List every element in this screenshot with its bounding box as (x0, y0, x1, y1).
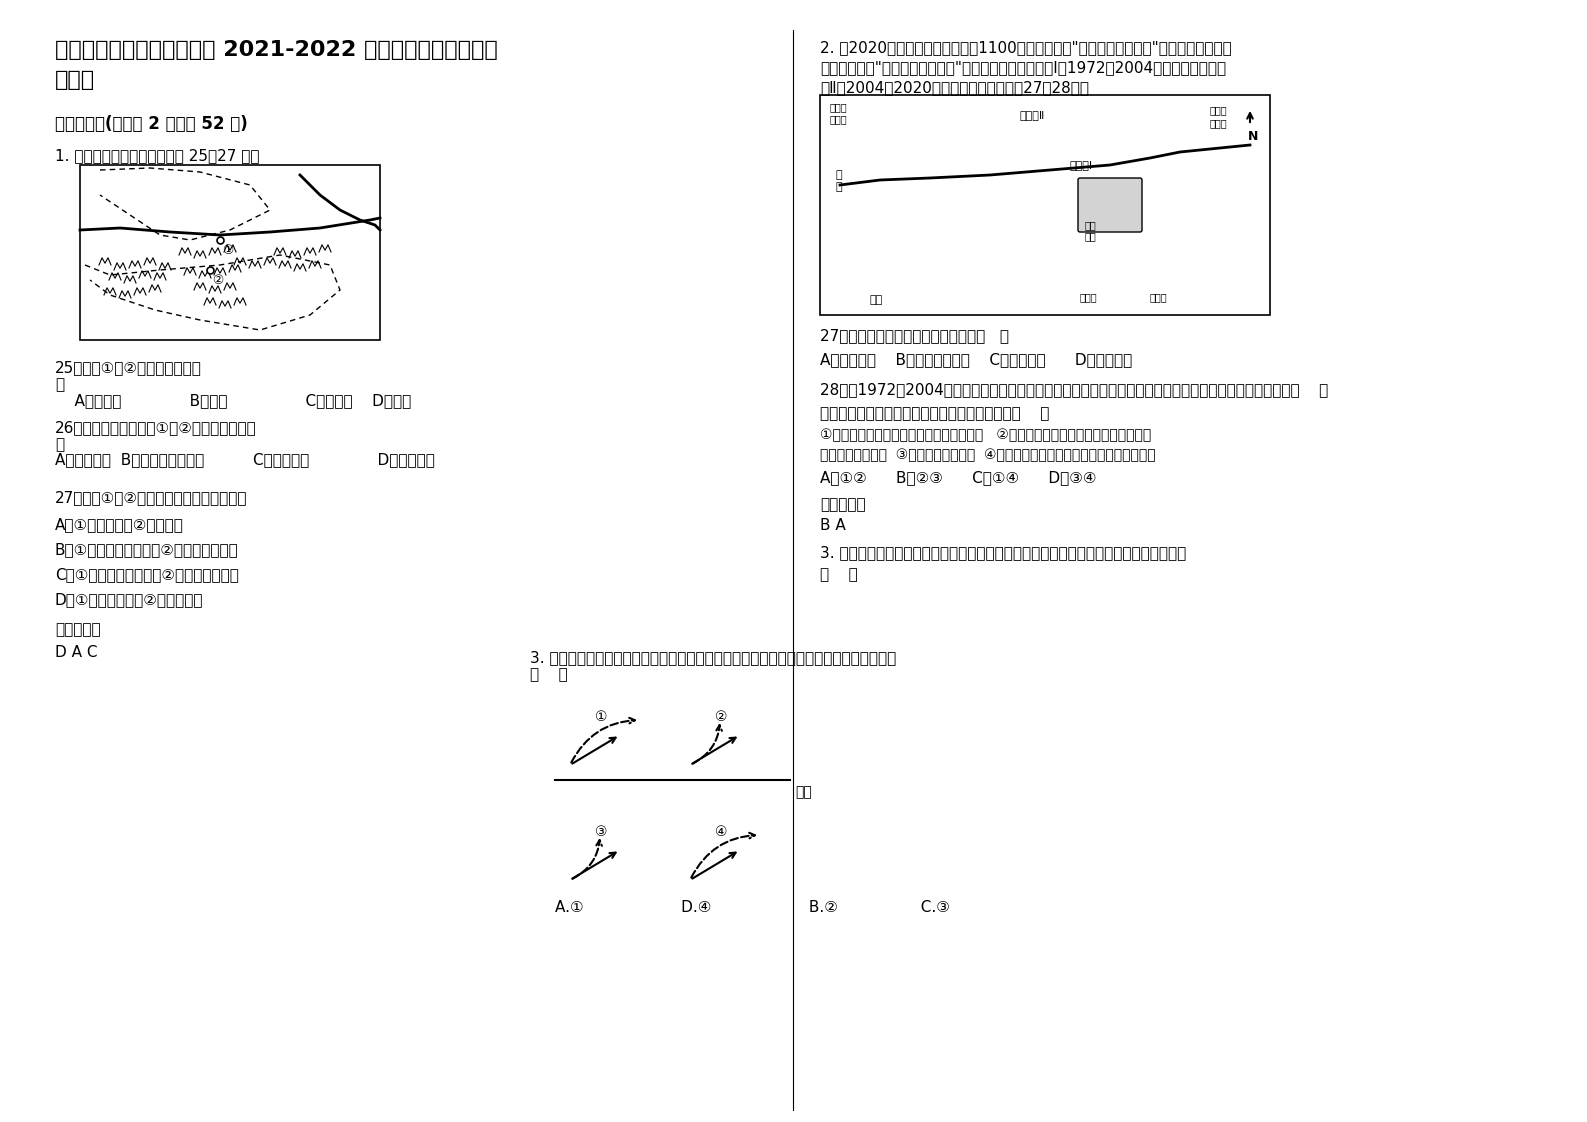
Text: 古城
区域: 古城 区域 (1086, 220, 1097, 241)
Text: 一、选择题(每小题 2 分，共 52 分): 一、选择题(每小题 2 分，共 52 分) (56, 114, 248, 134)
Text: 为我国西安市"一核五区十卫星城"示意图，其中，新城区Ⅰ为1972～2004年规划城区，新城: 为我国西安市"一核五区十卫星城"示意图，其中，新城区Ⅰ为1972～2004年规划… (820, 59, 1227, 75)
Text: D A C: D A C (56, 645, 97, 660)
Text: 长安: 长安 (870, 295, 884, 305)
Text: A．①地是草原，②地是森林: A．①地是草原，②地是森林 (56, 517, 184, 532)
Text: 27．目前，西安市城市化过程正处于（   ）: 27．目前，西安市城市化过程正处于（ ） (820, 328, 1009, 343)
Text: A．贺兰山              B．阴山                C．大巴山    D．秦岭: A．贺兰山 B．阴山 C．大巴山 D．秦岭 (56, 393, 411, 408)
Text: B．①地是半干旱地区，②地是半湿润地区: B．①地是半干旱地区，②地是半湿润地区 (56, 542, 238, 557)
Text: A．神府煤矿  B．白云鄂博稀土矿          C．大同煤矿              D．金昌镍矿: A．神府煤矿 B．白云鄂博稀土矿 C．大同煤矿 D．金昌镍矿 (56, 452, 435, 467)
Text: 赤道: 赤道 (795, 785, 811, 799)
Text: 参考答案：: 参考答案： (56, 622, 100, 637)
Text: 提供了充足的水源  ③北部交通十分便利  ④北部地区工业发达，科技先进，经济基础好: 提供了充足的水源 ③北部交通十分便利 ④北部地区工业发达，科技先进，经济基础好 (820, 448, 1155, 462)
Text: 新城区Ⅱ: 新城区Ⅱ (1020, 110, 1046, 120)
Text: ①: ① (595, 710, 608, 724)
Text: 参考答案：: 参考答案： (820, 497, 865, 512)
Text: ②: ② (213, 274, 224, 287)
Text: A．①②      B．②③      C．①④      D．③④: A．①② B．②③ C．①④ D．③④ (820, 470, 1097, 485)
Text: 卫星城: 卫星城 (1209, 118, 1228, 128)
Text: 卫星城: 卫星城 (830, 114, 847, 125)
Bar (79, 165, 379, 340)
Text: 1. 读我国某区域示意图，回答 25～27 题。: 1. 读我国某区域示意图，回答 25～27 题。 (56, 148, 260, 163)
Text: 河北省邯郸市李家疃镇中学 2021-2022 学年高一地理联考试卷: 河北省邯郸市李家疃镇中学 2021-2022 学年高一地理联考试卷 (56, 40, 498, 59)
Text: 产业园: 产业园 (1081, 292, 1098, 302)
Text: 含解析: 含解析 (56, 70, 95, 90)
Text: 3. 下图中，实线表示水平运动物体的原始方向，虚线表示运动物体的偏转方向，正确的是: 3. 下图中，实线表示水平运动物体的原始方向，虚线表示运动物体的偏转方向，正确的… (820, 545, 1185, 560)
Text: ④: ④ (716, 825, 727, 839)
Text: 区Ⅱ为2004～2020年规划城区，读图回答27～28题。: 区Ⅱ为2004～2020年规划城区，读图回答27～28题。 (820, 80, 1089, 95)
Text: C．①地是落叶阔叶林，②地是常绿阔叶林: C．①地是落叶阔叶林，②地是常绿阔叶林 (56, 567, 240, 582)
Text: A.①                    D.④                    B.②                 C.③: A.① D.④ B.② C.③ (555, 900, 951, 916)
FancyBboxPatch shape (1078, 178, 1143, 232)
Text: 成
阳: 成 阳 (835, 171, 841, 192)
Text: 26．下列矿产地，位于①、②两地所在省区的
是: 26．下列矿产地，位于①、②两地所在省区的 是 (56, 420, 257, 452)
Text: B A: B A (820, 518, 846, 533)
Text: A．初期阶段    B．加速发展阶段    C．高级阶段      D．衰落阶段: A．初期阶段 B．加速发展阶段 C．高级阶段 D．衰落阶段 (820, 352, 1132, 367)
Text: 产业园: 产业园 (1209, 105, 1228, 114)
Text: ③: ③ (595, 825, 608, 839)
Text: 25．图中①、②两地之间的山脉
是: 25．图中①、②两地之间的山脉 是 (56, 360, 202, 393)
Text: 两次规划的新城区都向北北迁移，其主要原因是（    ）: 两次规划的新城区都向北北迁移，其主要原因是（ ） (820, 406, 1049, 421)
Text: 产业园: 产业园 (830, 102, 847, 112)
Text: ①北部土地资源丰富，地势平坦，地价低廉   ②北部有渭河从规划区域流过，为该区域: ①北部土地资源丰富，地势平坦，地价低廉 ②北部有渭河从规划区域流过，为该区域 (820, 427, 1151, 442)
Text: 新城区Ⅰ: 新城区Ⅰ (1070, 160, 1093, 171)
Text: 2. 到2020年西安城镇人口拟达到1100万人，并形成"一核五区十卫星城"的总体布局。下图: 2. 到2020年西安城镇人口拟达到1100万人，并形成"一核五区十卫星城"的总… (820, 40, 1232, 55)
Text: 产业园: 产业园 (1151, 292, 1168, 302)
Text: N: N (1247, 130, 1258, 142)
Text: 28．在1972～2004年西安市城市化总体规划要中，西安市两次规划的新城区都向北北迁移，其主要原因是（    ）: 28．在1972～2004年西安市城市化总体规划要中，西安市两次规划的新城区都向… (820, 381, 1328, 397)
Bar (820, 95, 1270, 315)
Text: 3. 下图中，实线表示水平运动物体的原始方向，虚线表示运动物体的偏转方向，正确的是
（    ）: 3. 下图中，实线表示水平运动物体的原始方向，虚线表示运动物体的偏转方向，正确的… (530, 650, 897, 682)
Text: （    ）: （ ） (820, 567, 857, 582)
Text: 27．关于①、②两地差异的叙述，正确的是: 27．关于①、②两地差异的叙述，正确的是 (56, 490, 248, 505)
Text: ①: ① (222, 243, 233, 257)
Text: ②: ② (716, 710, 727, 724)
Text: D．①地是中温带，②地是暖温带: D．①地是中温带，②地是暖温带 (56, 592, 203, 607)
